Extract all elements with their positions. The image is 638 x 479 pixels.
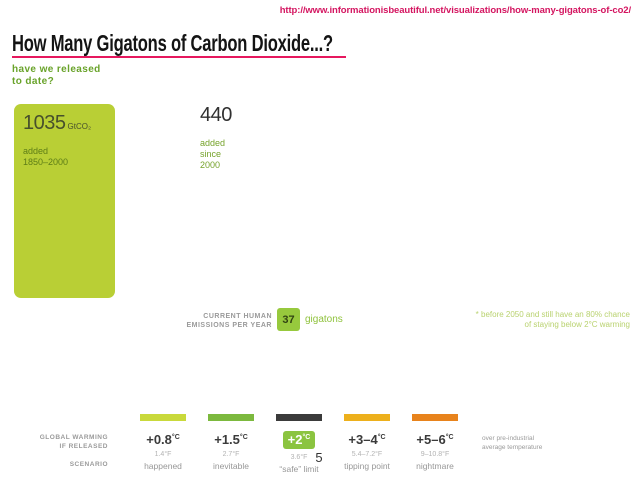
- current-emissions-label-line1: CURRENT HUMAN: [203, 313, 272, 320]
- current-emissions-label: CURRENT HUMAN EMISSIONS PER YEAR: [186, 312, 272, 330]
- scenario-temp-f: 2.7°F: [222, 451, 240, 458]
- temp-value: +0.8: [146, 432, 172, 447]
- subtitle-line1: have we released: [12, 64, 101, 75]
- axis-label-line2: IF RELEASED: [59, 442, 108, 450]
- scenario-col-nightmare: +5–6 °C 9–10.8°F nightmare: [412, 414, 458, 474]
- footnote-line2: of staying below 2°C warming: [524, 320, 630, 329]
- temp-unit: °C: [239, 434, 248, 441]
- scenario-swatch-happened: [140, 414, 186, 421]
- temp-value: +2: [287, 432, 303, 447]
- axis-label-line1: GLOBAL WARMING: [39, 434, 108, 441]
- scenario-temp-f: 3.6°F: [290, 454, 308, 461]
- bar-caption: added 1850–2000: [23, 146, 109, 168]
- scenario-label: “safe” limit: [279, 464, 319, 474]
- footnote: * before 2050 and still have an 80% chan…: [476, 310, 630, 330]
- temp-unit: °C: [377, 434, 386, 441]
- scenario-swatch-nightmare: [412, 414, 458, 421]
- scenario-swatch-safe-limit: [276, 414, 322, 421]
- page-number: 5: [315, 450, 323, 465]
- scale-note: over pre-industrial average temperature: [482, 435, 542, 452]
- scenario-temp-c: +1.5 °C: [214, 433, 248, 446]
- scenario-temp-f: 9–10.8°F: [420, 451, 450, 458]
- temp-value: +5–6: [416, 432, 446, 447]
- bar-caption-line2: 1850–2000: [23, 157, 69, 167]
- scenario-temp-f: 5.4–7.2°F: [351, 451, 383, 458]
- bar-added-1850-2000: 1035 GtCO₂ added 1850–2000: [14, 104, 115, 298]
- temp-value: +1.5: [214, 432, 240, 447]
- scenario-legend: +0.8 °C 1.4°F happened +1.5 °C 2.7°F inevi…: [140, 414, 458, 474]
- scenario-temp-f: 1.4°F: [154, 451, 172, 458]
- footnote-line1: * before 2050 and still have an 80% chan…: [475, 310, 630, 319]
- bar-added-since-2000: 440 added since 2000: [200, 104, 232, 171]
- subtitle-line2: to date?: [12, 76, 55, 87]
- temp-value: +3–4: [348, 432, 378, 447]
- title-underline: [12, 56, 346, 58]
- bar-unit: GtCO₂: [67, 122, 92, 131]
- current-emissions-value: 37: [282, 313, 295, 326]
- bar2-caption-line3: 2000: [200, 160, 221, 170]
- scenario-temp-c: +0.8 °C: [146, 433, 180, 446]
- page-title: How Many Gigatons of Carbon Dioxide...?: [12, 30, 333, 56]
- scenario-col-safe-limit: +2 °C 3.6°F “safe” limit: [276, 414, 322, 474]
- scale-note-line2: average temperature: [482, 443, 543, 451]
- scenario-col-happened: +0.8 °C 1.4°F happened: [140, 414, 186, 474]
- bar2-caption-line1: added: [200, 138, 226, 148]
- bar-value: 1035: [23, 112, 66, 134]
- subtitle: have we released to date?: [12, 64, 101, 88]
- bar-value-row: 1035 GtCO₂: [23, 112, 109, 135]
- scenario-label: nightmare: [416, 461, 454, 471]
- scenario-swatch-inevitable: [208, 414, 254, 421]
- bar2-caption: added since 2000: [200, 138, 232, 171]
- source-url-link[interactable]: http://www.informationisbeautiful.net/vi…: [279, 5, 631, 16]
- temp-unit: °C: [302, 434, 311, 441]
- bar-caption-line1: added: [23, 146, 49, 156]
- scale-note-line1: over pre-industrial: [482, 435, 535, 442]
- scenario-swatch-tipping-point: [344, 414, 390, 421]
- temp-unit: °C: [445, 434, 454, 441]
- scenario-temp-c-badge: +2 °C: [282, 431, 316, 449]
- bar2-caption-line2: since: [200, 149, 222, 159]
- current-emissions-unit: gigatons: [305, 314, 343, 325]
- scenario-temp-c: +3–4 °C: [348, 433, 385, 446]
- bar2-value: 440: [200, 104, 232, 126]
- scenario-temp-c: +5–6 °C: [416, 433, 453, 446]
- scenario-label: inevitable: [213, 461, 249, 471]
- temp-unit: °C: [171, 434, 180, 441]
- current-emissions-label-line2: EMISSIONS PER YEAR: [186, 322, 272, 329]
- scenario-label: tipping point: [344, 461, 390, 471]
- current-emissions-value-box: 37: [277, 308, 300, 331]
- scenario-col-tipping-point: +3–4 °C 5.4–7.2°F tipping point: [344, 414, 390, 474]
- axis-label-scenario: SCENARIO: [69, 461, 108, 468]
- scenario-col-inevitable: +1.5 °C 2.7°F inevitable: [208, 414, 254, 474]
- axis-label-global-warming: GLOBAL WARMING IF RELEASED: [20, 434, 108, 451]
- scenario-label: happened: [144, 461, 182, 471]
